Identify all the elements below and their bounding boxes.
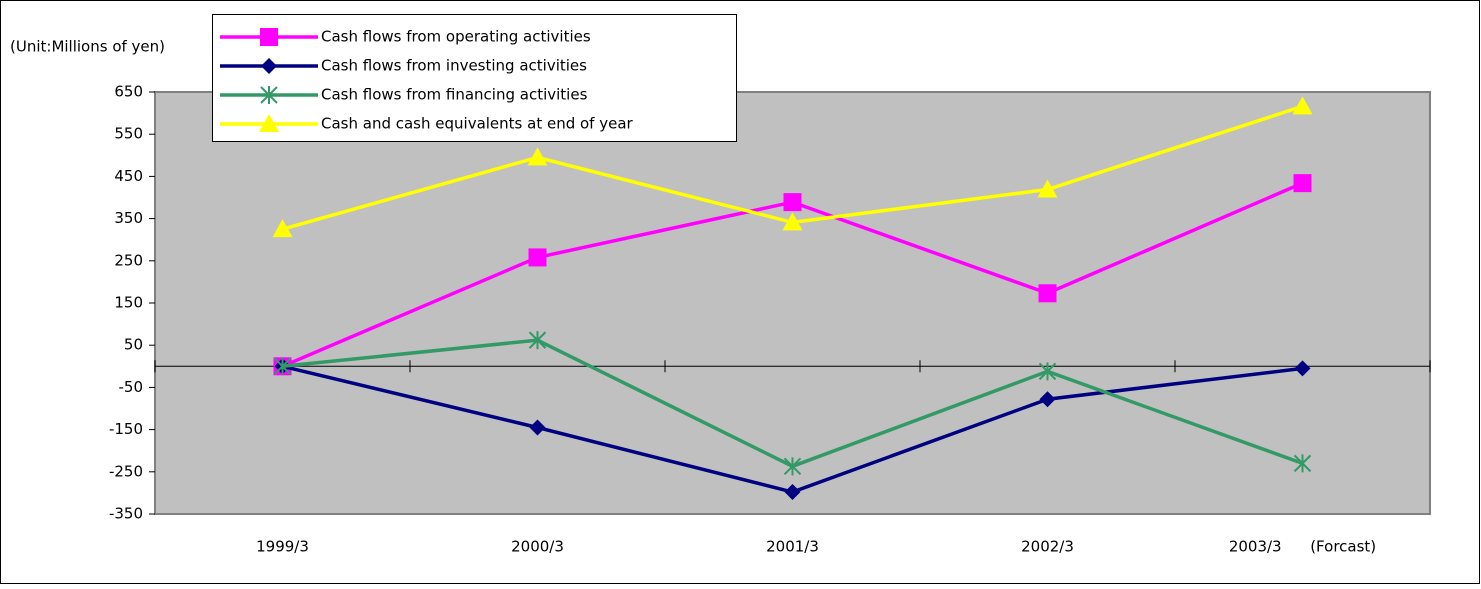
marker bbox=[1293, 174, 1312, 193]
marker bbox=[261, 58, 277, 74]
marker bbox=[259, 114, 279, 132]
marker bbox=[528, 331, 547, 350]
x-tick-label: 1999/3 bbox=[256, 538, 309, 556]
legend-label: Cash and cash equivalents at end of year bbox=[321, 115, 634, 133]
y-tick-label: 150 bbox=[114, 294, 143, 312]
y-tick-label: -50 bbox=[119, 378, 144, 396]
legend-label: Cash flows from investing activities bbox=[321, 57, 587, 75]
x-tick-label: 2002/3 bbox=[1021, 538, 1074, 556]
marker bbox=[784, 484, 801, 501]
marker bbox=[1037, 179, 1058, 198]
marker bbox=[527, 147, 548, 166]
marker bbox=[1038, 362, 1057, 381]
y-tick-label: 650 bbox=[114, 83, 143, 101]
marker bbox=[1039, 391, 1056, 408]
marker bbox=[1292, 96, 1313, 115]
marker bbox=[528, 248, 547, 267]
x-tick-label: 2001/3 bbox=[766, 538, 819, 556]
y-tick-label: 250 bbox=[114, 251, 143, 269]
marker bbox=[260, 86, 278, 104]
marker bbox=[260, 28, 278, 46]
x-tick-label: 2003/3 (Forcast) bbox=[1229, 538, 1376, 556]
unit-label: (Unit:Millions of yen) bbox=[10, 38, 165, 56]
marker bbox=[783, 193, 802, 212]
marker bbox=[782, 212, 803, 231]
x-tick-label: 2000/3 bbox=[511, 538, 564, 556]
legend-label: Cash flows from operating activities bbox=[321, 28, 591, 46]
y-tick-label: 50 bbox=[124, 336, 143, 354]
plot-area bbox=[154, 91, 1431, 515]
y-tick-label: 550 bbox=[114, 125, 143, 143]
legend-label: Cash flows from financing activities bbox=[321, 86, 588, 104]
marker bbox=[1294, 360, 1311, 377]
y-tick-label: 450 bbox=[114, 167, 143, 185]
y-tick-label: -250 bbox=[109, 462, 143, 480]
marker bbox=[1293, 454, 1312, 473]
marker bbox=[273, 357, 292, 376]
series bbox=[273, 331, 1312, 476]
y-tick-label: -150 bbox=[109, 420, 143, 438]
y-tick-label: 350 bbox=[114, 209, 143, 227]
series bbox=[272, 96, 1313, 238]
marker bbox=[783, 457, 802, 476]
legend: Cash flows from operating activities Cash… bbox=[212, 14, 737, 142]
marker bbox=[529, 419, 546, 436]
marker bbox=[1038, 284, 1057, 303]
marker bbox=[272, 219, 293, 238]
y-tick-label: -350 bbox=[109, 505, 143, 523]
